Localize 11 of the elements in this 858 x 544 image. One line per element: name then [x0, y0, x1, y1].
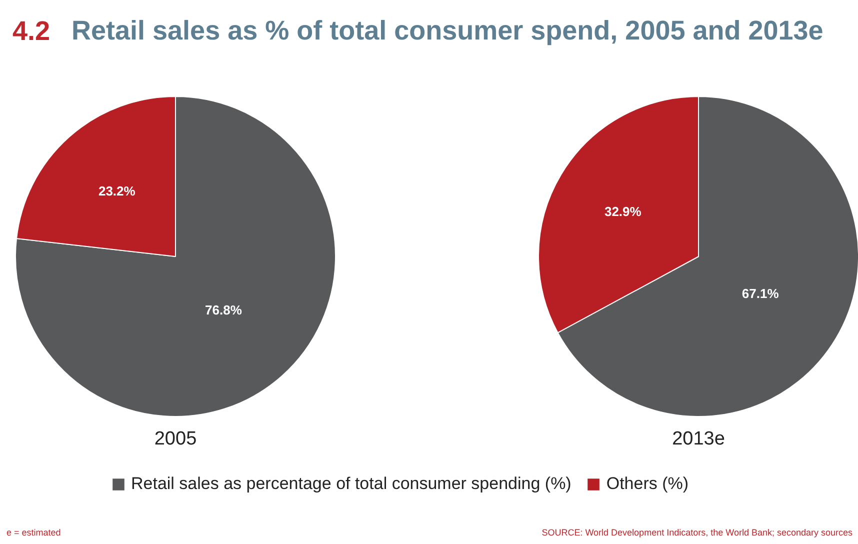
chart-title: 4.2 Retail sales as % of total consumer spend, 2005 and 2013e	[12, 16, 824, 46]
text: 2013e	[672, 428, 725, 450]
data-label: 76.8%	[205, 302, 242, 318]
data-label: 67.1%	[742, 286, 780, 301]
source-note: SOURCE: World Development Indicators, the World Bank; secondary sources	[542, 528, 853, 538]
data-label: 23.2%	[98, 183, 136, 198]
legend-label: Others (%)	[606, 474, 689, 494]
legend-label: Retail sales as percentage of total consumer spending (%)	[131, 474, 572, 494]
data-label: 32.9%	[604, 204, 642, 219]
text: 2005	[154, 428, 197, 450]
text: e = estimated	[6, 528, 61, 538]
